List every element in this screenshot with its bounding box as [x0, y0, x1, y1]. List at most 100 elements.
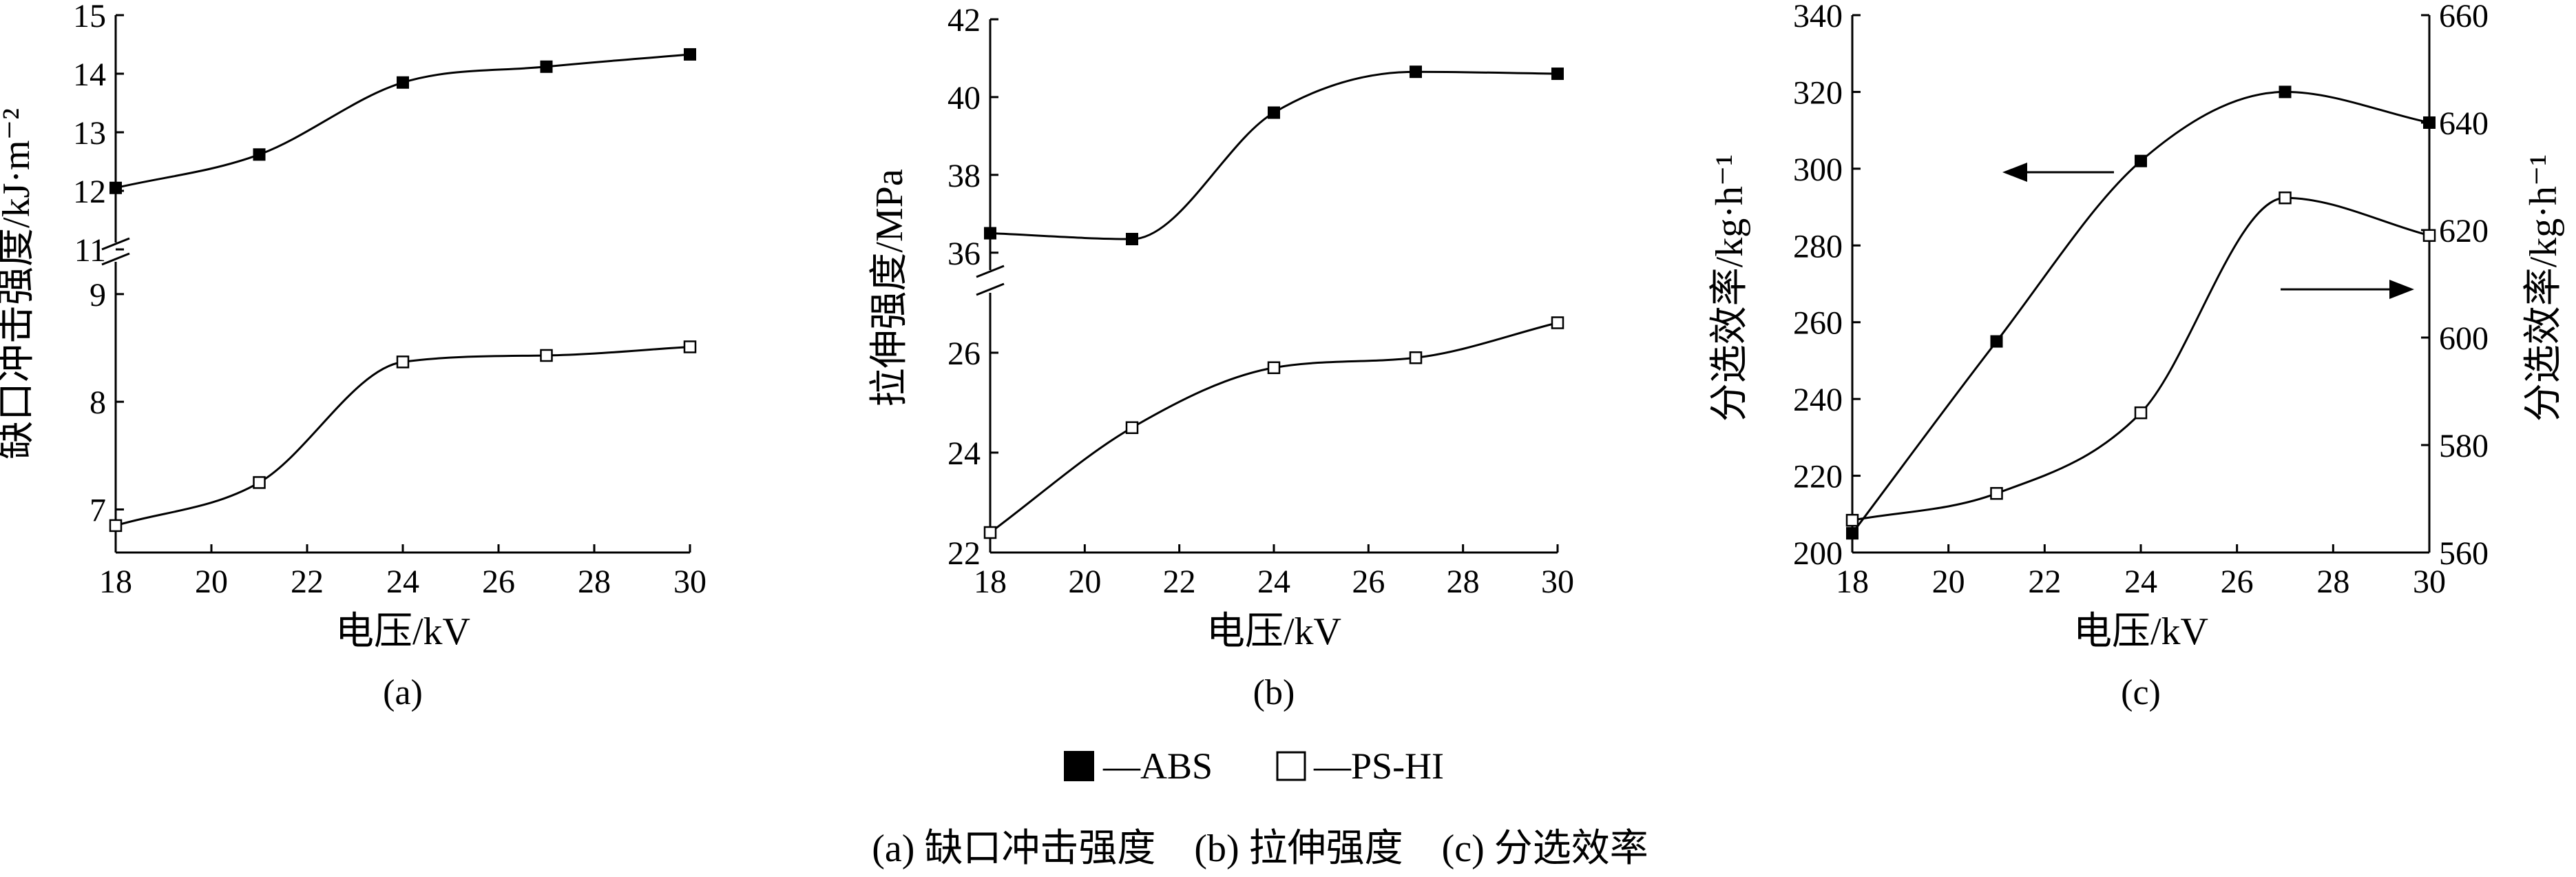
panel-c-curve-ps-hi: [1852, 196, 2430, 522]
panel-a-x-tick-label: 20: [195, 564, 228, 600]
panel-c-point-abs: [1990, 335, 2003, 348]
panel-c-x-label: 电压/kV: [2073, 610, 2208, 653]
panel-b-upper-y-tick-label: 40: [947, 80, 981, 116]
panel-c-point-ps-hi: [2279, 191, 2292, 205]
panel-a-x-label: 电压/kV: [335, 610, 470, 653]
panel-b-point-abs: [1410, 65, 1422, 79]
panel-b-lower-y-tick-label: 24: [947, 435, 981, 472]
panel-b-point-abs: [1268, 106, 1280, 119]
panel-b-point-ps-hi: [983, 526, 997, 539]
panel-b-curves: [989, 70, 1558, 534]
figure-caption: (a) 缺口冲击强度 (b) 拉伸强度 (c) 分选效率: [872, 827, 1648, 870]
panel-c-left-y-tick-label: 260: [1793, 305, 1843, 342]
panel-a-y-label: 缺口冲击强度/kJ·m⁻²: [0, 108, 38, 460]
panel-b-upper-y-tick-label: 38: [947, 158, 981, 194]
panel-b-x-tick-label: 18: [974, 564, 1007, 600]
panel-b-curve-ps-hi: [989, 322, 1558, 534]
panel-c-curves: [1851, 90, 2430, 535]
panel-c-left-y-tick-label: 320: [1793, 74, 1843, 111]
panel-c-x-tick-label: 30: [2413, 564, 2446, 600]
panel-b-x-tick-label: 22: [1163, 564, 1196, 600]
legend: —ABS —PS-HI: [1064, 745, 1444, 787]
panel-b-y-label: 拉伸强度/MPa: [868, 169, 911, 406]
panel-a-point-abs: [397, 76, 409, 89]
panel-b-point-ps-hi: [1125, 421, 1139, 434]
panel-b-point-ps-hi: [1409, 351, 1423, 364]
panel-c-point-abs: [2423, 116, 2436, 129]
panel-b-lower-y-tick-label: 22: [947, 535, 981, 572]
panel-b-x-ticks: 18 20 22 24 26 28 30: [974, 544, 1574, 600]
legend-pshi-marker: [1276, 751, 1306, 781]
panel-b: 18 20 22 24 26 28 30 36 38 40 42 22 24 26 电压/kV 拉伸强度…: [868, 2, 1574, 712]
panel-c-point-abs: [2279, 85, 2292, 99]
panel-c-markers: [1845, 85, 2436, 540]
panel-a-upper-y-tick-label: 14: [73, 56, 106, 93]
panel-b-x-tick-label: 28: [1447, 564, 1480, 600]
panel-b-label: (b): [1253, 673, 1295, 712]
panel-c-arrow-right: [2281, 280, 2414, 299]
panel-c-left-y-tick-label: 200: [1793, 535, 1843, 572]
panel-a-curves: [115, 53, 691, 527]
panel-a-lower-y-tick-label: 8: [90, 384, 106, 421]
panel-c-right-y-tick-label: 580: [2439, 428, 2489, 464]
panel-a-point-abs: [684, 48, 696, 61]
panel-a-label: (a): [383, 673, 423, 712]
panel-c-y-label-right: 分选效率/kg·h⁻¹: [2522, 154, 2565, 422]
panel-a-point-ps-hi: [683, 340, 697, 353]
panel-c-y-ticks-right: 560 580 600 620 640 660: [2421, 0, 2489, 572]
panel-b-markers: [983, 65, 1564, 539]
panel-a-markers: [109, 48, 697, 533]
panel-b-upper-y-tick-label: 42: [947, 2, 981, 39]
panel-b-x-tick-label: 30: [1541, 564, 1574, 600]
panel-a-point-ps-hi: [109, 519, 123, 533]
panel-c-arrow-left: [2002, 163, 2114, 182]
panel-c-point-ps-hi: [2134, 406, 2148, 420]
panel-b-axis-break: [976, 265, 1005, 296]
panel-b-x-tick-label: 20: [1068, 564, 1101, 600]
panel-a: 18 20 22 24 26 28 30 11 12 13 14 15 7 8 9 电压/kV 缺口冲击强…: [0, 0, 706, 712]
panel-c-x-tick-label: 22: [2028, 564, 2061, 600]
panel-b-x-tick-label: 26: [1352, 564, 1385, 600]
panel-b-x-label: 电压/kV: [1206, 610, 1341, 653]
panel-c-left-y-tick-label: 300: [1793, 152, 1843, 188]
panel-b-point-abs: [984, 227, 996, 240]
panel-c-right-y-tick-label: 640: [2439, 105, 2489, 142]
panel-a-x-ticks: 18 20 22 24 26 28 30: [99, 544, 706, 600]
panel-c-x-tick-label: 20: [1932, 564, 1965, 600]
panel-b-point-abs: [1126, 233, 1138, 246]
panel-a-axis-break: [101, 237, 130, 266]
panel-a-x-tick-label: 22: [291, 564, 324, 600]
panel-c-x-tick-label: 24: [2124, 564, 2157, 600]
panel-c-point-ps-hi: [1845, 513, 1859, 527]
legend-abs-label: —ABS: [1102, 745, 1213, 787]
panel-b-point-ps-hi: [1267, 361, 1281, 374]
panel-a-curve-abs: [115, 53, 691, 189]
panel-b-point-abs: [1551, 68, 1564, 81]
panel-a-point-abs: [253, 148, 266, 161]
panel-c-left-y-tick-label: 340: [1793, 0, 1843, 34]
legend-abs-marker: [1064, 751, 1094, 781]
panel-a-upper-y-tick-label: 11: [74, 232, 106, 269]
panel-c-y-ticks-left: 200 220 240 260 280 300 320 340: [1793, 0, 1861, 572]
panel-c-right-y-tick-label: 560: [2439, 535, 2489, 572]
panel-a-point-ps-hi: [396, 355, 410, 369]
panel-c-x-ticks: 18 20 22 24 26 28 30: [1836, 544, 2446, 600]
panel-c-left-y-tick-label: 240: [1793, 382, 1843, 418]
panel-c-right-y-tick-label: 620: [2439, 213, 2489, 249]
panel-c-right-y-tick-label: 660: [2439, 0, 2489, 34]
panel-b-lower-y-tick-label: 26: [947, 336, 981, 372]
panel-a-x-tick-label: 18: [99, 564, 132, 600]
panel-a-point-ps-hi: [540, 349, 553, 362]
panel-a-x-tick-label: 30: [673, 564, 706, 600]
panel-a-x-tick-label: 26: [482, 564, 515, 600]
panel-a-lower-y-tick-label: 7: [90, 492, 106, 528]
panel-b-curve-abs: [989, 70, 1558, 240]
panel-c-point-ps-hi: [2422, 229, 2436, 243]
panel-c-left-y-tick-label: 280: [1793, 228, 1843, 265]
panel-a-point-ps-hi: [253, 476, 266, 489]
panel-c-point-ps-hi: [1990, 486, 2003, 500]
panel-c-right-y-tick-label: 600: [2439, 320, 2489, 357]
panel-b-upper-y-tick-label: 36: [947, 236, 981, 272]
panel-a-curve-ps-hi: [115, 345, 691, 527]
